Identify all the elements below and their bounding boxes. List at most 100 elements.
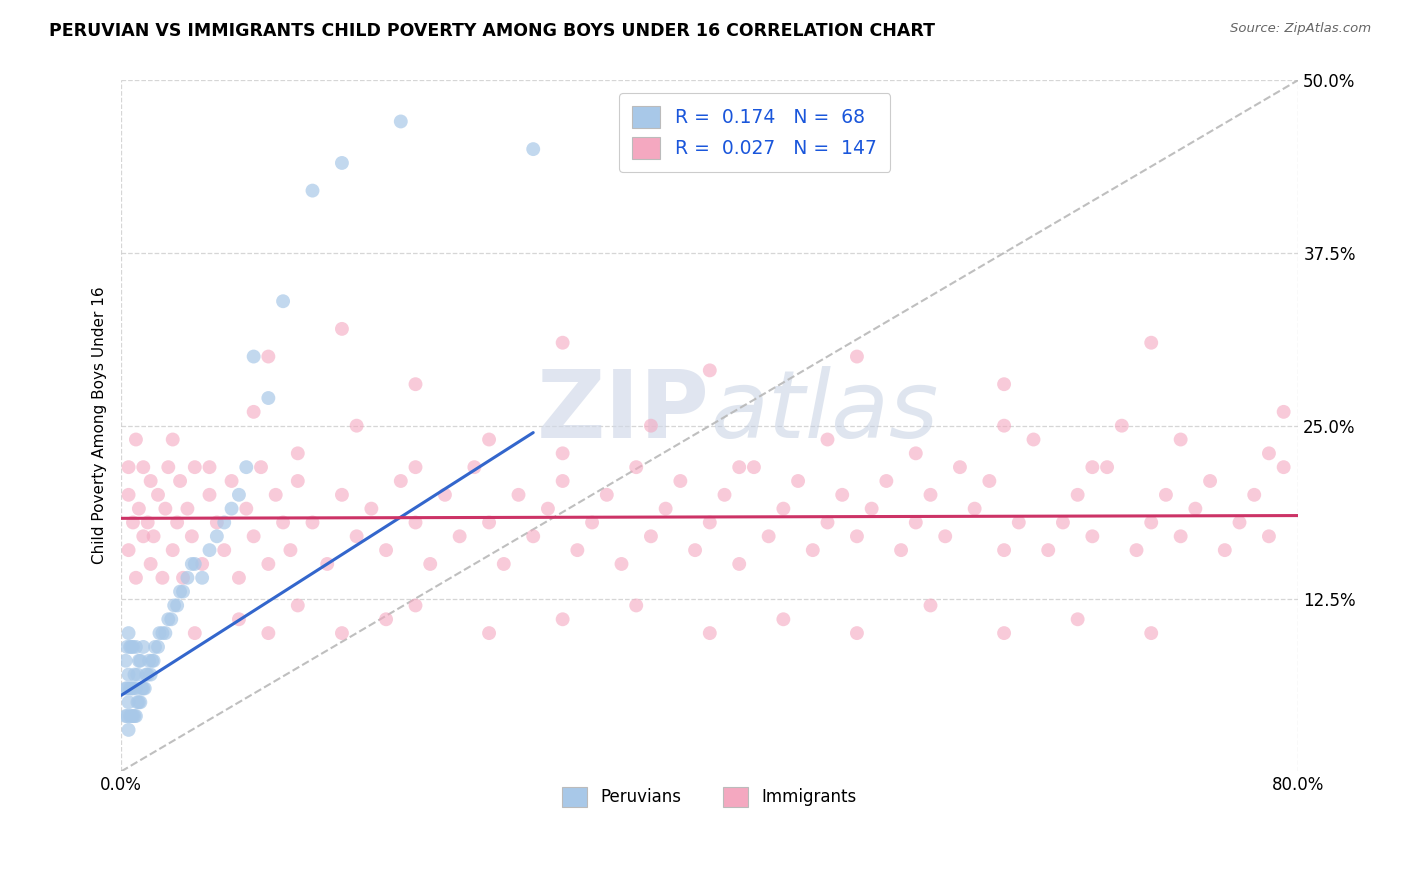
Point <box>920 488 942 502</box>
Point <box>198 488 221 502</box>
Point <box>1184 501 1206 516</box>
Point <box>551 612 574 626</box>
Point <box>114 654 136 668</box>
Point <box>184 557 207 571</box>
Point <box>522 529 544 543</box>
Point <box>122 681 145 696</box>
Point <box>117 667 139 681</box>
Point <box>845 626 868 640</box>
Point <box>235 501 257 516</box>
Point <box>551 474 574 488</box>
Point <box>117 626 139 640</box>
Point <box>389 114 412 128</box>
Point <box>1140 516 1163 530</box>
Point <box>963 501 986 516</box>
Point <box>117 543 139 558</box>
Point <box>683 543 706 558</box>
Point <box>127 667 149 681</box>
Point <box>875 474 897 488</box>
Point <box>169 474 191 488</box>
Point <box>228 612 250 626</box>
Point <box>316 557 339 571</box>
Point <box>121 640 143 654</box>
Point <box>257 626 280 640</box>
Point <box>581 516 603 530</box>
Point <box>993 377 1015 392</box>
Point <box>742 460 765 475</box>
Point <box>330 626 353 640</box>
Point <box>117 488 139 502</box>
Point <box>993 626 1015 640</box>
Point <box>934 529 956 543</box>
Point <box>1258 446 1281 460</box>
Point <box>148 626 170 640</box>
Point <box>125 571 148 585</box>
Point <box>235 460 257 475</box>
Point <box>152 571 174 585</box>
Point <box>699 626 721 640</box>
Point <box>699 516 721 530</box>
Point <box>184 460 207 475</box>
Point <box>132 460 155 475</box>
Point <box>640 418 662 433</box>
Point <box>817 516 839 530</box>
Point <box>478 516 501 530</box>
Point <box>1066 612 1088 626</box>
Point <box>1213 543 1236 558</box>
Point <box>522 142 544 156</box>
Point <box>287 446 309 460</box>
Point <box>1272 405 1295 419</box>
Point <box>478 626 501 640</box>
Point <box>979 474 1001 488</box>
Point <box>463 460 485 475</box>
Point <box>198 460 221 475</box>
Point <box>405 516 427 530</box>
Point <box>136 516 159 530</box>
Point <box>713 488 735 502</box>
Point <box>330 488 353 502</box>
Point <box>654 501 676 516</box>
Point <box>135 667 157 681</box>
Point <box>114 709 136 723</box>
Y-axis label: Child Poverty Among Boys Under 16: Child Poverty Among Boys Under 16 <box>93 287 107 565</box>
Point <box>537 501 560 516</box>
Point <box>904 446 927 460</box>
Point <box>169 584 191 599</box>
Point <box>287 599 309 613</box>
Point <box>817 433 839 447</box>
Point <box>772 612 794 626</box>
Point <box>330 322 353 336</box>
Point <box>626 460 648 475</box>
Point <box>117 695 139 709</box>
Point <box>141 654 163 668</box>
Point <box>125 709 148 723</box>
Point <box>139 667 162 681</box>
Point <box>127 695 149 709</box>
Point <box>1081 460 1104 475</box>
Point <box>787 474 810 488</box>
Point <box>132 640 155 654</box>
Point <box>904 516 927 530</box>
Point <box>551 335 574 350</box>
Point <box>157 612 180 626</box>
Point <box>228 571 250 585</box>
Legend: Peruvians, Immigrants: Peruvians, Immigrants <box>554 779 866 815</box>
Point <box>212 516 235 530</box>
Point <box>772 501 794 516</box>
Point <box>142 654 165 668</box>
Point <box>205 529 228 543</box>
Point <box>155 626 177 640</box>
Point <box>993 543 1015 558</box>
Point <box>610 557 633 571</box>
Point <box>157 460 180 475</box>
Point <box>640 529 662 543</box>
Point <box>205 516 228 530</box>
Point <box>433 488 456 502</box>
Point <box>132 681 155 696</box>
Point <box>136 667 159 681</box>
Point <box>264 488 287 502</box>
Point <box>280 543 302 558</box>
Point <box>1008 516 1031 530</box>
Point <box>508 488 530 502</box>
Point <box>845 529 868 543</box>
